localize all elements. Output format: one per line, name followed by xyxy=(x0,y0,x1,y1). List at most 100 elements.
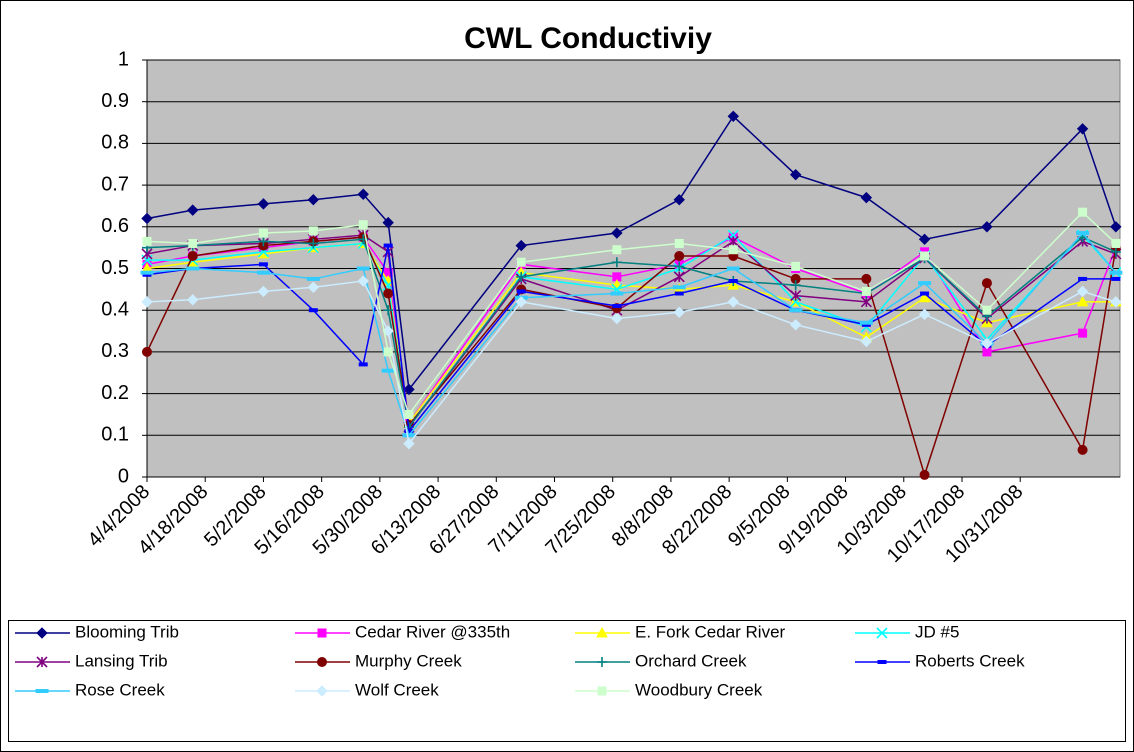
marker xyxy=(142,346,152,357)
marker xyxy=(516,289,526,294)
marker xyxy=(187,204,199,216)
marker xyxy=(308,238,319,249)
marker xyxy=(515,239,527,252)
y-tick-label: 0.5 xyxy=(101,257,129,279)
y-tick-label: 0.1 xyxy=(101,424,129,446)
marker xyxy=(790,280,801,291)
marker xyxy=(317,628,327,638)
marker xyxy=(316,685,328,697)
marker xyxy=(1076,295,1089,307)
marker xyxy=(859,320,873,325)
marker xyxy=(516,257,526,267)
marker xyxy=(383,243,393,248)
marker xyxy=(674,261,685,272)
y-tick-label: 0.9 xyxy=(101,90,129,112)
marker xyxy=(358,362,368,367)
marker xyxy=(612,304,622,309)
marker xyxy=(140,270,154,275)
legend-label: JD #5 xyxy=(915,622,959,641)
marker xyxy=(1111,276,1121,281)
marker xyxy=(1109,270,1123,275)
chart-title: CWL Conductiviy xyxy=(464,22,712,55)
marker xyxy=(789,308,803,313)
marker xyxy=(187,294,199,306)
marker xyxy=(383,288,394,299)
marker xyxy=(597,657,607,667)
marker xyxy=(142,236,152,246)
marker xyxy=(1076,123,1089,135)
marker xyxy=(258,236,269,247)
marker xyxy=(673,271,685,283)
legend-label: E. Fork Cedar River xyxy=(635,622,786,641)
marker xyxy=(306,276,320,281)
marker xyxy=(674,291,684,296)
marker xyxy=(1076,231,1090,236)
marker xyxy=(727,235,739,247)
marker xyxy=(186,266,200,271)
marker xyxy=(918,233,931,246)
marker xyxy=(877,660,887,664)
marker xyxy=(317,657,327,667)
marker xyxy=(36,627,48,639)
marker xyxy=(726,266,740,271)
marker xyxy=(861,286,871,296)
marker xyxy=(612,245,622,255)
marker xyxy=(381,368,395,373)
legend-label: Rose Creek xyxy=(75,680,165,699)
marker xyxy=(187,250,198,261)
marker xyxy=(791,261,801,271)
marker xyxy=(790,290,802,302)
marker xyxy=(981,278,992,289)
y-tick-label: 0.2 xyxy=(101,382,129,404)
marker xyxy=(981,221,993,233)
marker xyxy=(383,305,394,316)
legend-label: Blooming Trib xyxy=(75,622,179,641)
marker xyxy=(403,437,415,450)
marker xyxy=(920,251,930,261)
marker xyxy=(1110,221,1122,233)
marker xyxy=(918,281,932,286)
y-tick-label: 0.8 xyxy=(101,132,129,154)
marker xyxy=(308,226,318,236)
marker xyxy=(861,273,872,284)
y-tick-label: 0.6 xyxy=(101,215,129,237)
marker xyxy=(1078,276,1088,281)
marker xyxy=(1078,207,1088,217)
marker xyxy=(860,191,873,204)
marker xyxy=(611,227,623,239)
marker xyxy=(1077,444,1088,455)
marker xyxy=(920,291,930,296)
marker xyxy=(611,312,623,325)
marker xyxy=(1078,328,1088,338)
marker xyxy=(382,216,394,229)
marker xyxy=(402,433,416,438)
marker xyxy=(673,193,685,206)
marker xyxy=(383,347,393,357)
marker xyxy=(258,262,268,267)
marker xyxy=(981,337,993,350)
marker xyxy=(673,306,685,318)
marker xyxy=(674,238,684,248)
legend-label: Roberts Creek xyxy=(915,651,1025,670)
marker xyxy=(674,250,685,261)
marker xyxy=(876,627,888,639)
marker xyxy=(860,296,872,308)
marker xyxy=(610,291,624,296)
marker xyxy=(672,285,686,290)
marker xyxy=(188,238,198,248)
marker xyxy=(919,469,930,480)
marker xyxy=(918,308,931,321)
marker xyxy=(36,656,48,668)
legend-label: Murphy Creek xyxy=(355,651,462,670)
marker xyxy=(727,296,740,308)
marker xyxy=(611,257,622,268)
legend-label: Lansing Trib xyxy=(75,651,168,670)
marker xyxy=(918,291,931,303)
marker xyxy=(403,383,415,396)
marker xyxy=(516,271,527,282)
marker xyxy=(1110,296,1122,308)
marker xyxy=(404,409,414,419)
legend-box xyxy=(8,620,1126,742)
marker xyxy=(141,296,153,308)
marker xyxy=(728,245,738,255)
